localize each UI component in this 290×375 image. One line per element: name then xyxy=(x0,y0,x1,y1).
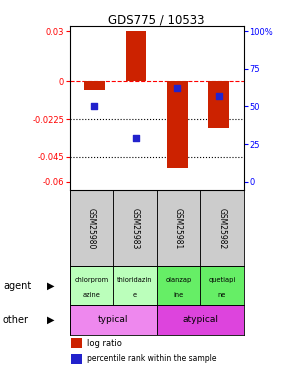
Text: percentile rank within the sample: percentile rank within the sample xyxy=(87,354,217,363)
Text: ▶: ▶ xyxy=(47,315,55,325)
Bar xyxy=(70,267,113,305)
Bar xyxy=(167,81,188,168)
Bar xyxy=(70,190,113,267)
Text: ne: ne xyxy=(218,292,226,298)
Bar xyxy=(84,81,105,90)
Text: ine: ine xyxy=(173,292,184,298)
Point xyxy=(175,86,180,92)
Bar xyxy=(209,81,229,128)
Bar xyxy=(200,190,244,267)
Point xyxy=(134,135,138,141)
Bar xyxy=(126,31,146,81)
Text: other: other xyxy=(3,315,29,325)
Text: olanzap: olanzap xyxy=(165,277,191,283)
Text: GSM25981: GSM25981 xyxy=(174,208,183,249)
Text: azine: azine xyxy=(82,292,100,298)
Text: ▶: ▶ xyxy=(47,280,55,291)
Bar xyxy=(200,267,244,305)
Text: e: e xyxy=(133,292,137,298)
Title: GDS775 / 10533: GDS775 / 10533 xyxy=(108,13,205,26)
Bar xyxy=(157,190,200,267)
Text: log ratio: log ratio xyxy=(87,339,122,348)
Bar xyxy=(113,267,157,305)
Bar xyxy=(157,305,244,335)
Text: GSM25980: GSM25980 xyxy=(87,208,96,249)
Bar xyxy=(71,338,82,348)
Point xyxy=(216,93,221,99)
Bar xyxy=(113,190,157,267)
Text: quetiapi: quetiapi xyxy=(208,277,235,283)
Bar xyxy=(70,305,157,335)
Text: GSM25983: GSM25983 xyxy=(130,208,139,249)
Point xyxy=(92,104,97,110)
Text: GSM25982: GSM25982 xyxy=(217,208,226,249)
Text: chlorprom: chlorprom xyxy=(74,277,108,283)
Text: agent: agent xyxy=(3,280,31,291)
Text: typical: typical xyxy=(98,315,128,324)
Bar xyxy=(71,354,82,364)
Text: thioridazin: thioridazin xyxy=(117,277,153,283)
Text: atypical: atypical xyxy=(182,315,218,324)
Bar xyxy=(157,267,200,305)
